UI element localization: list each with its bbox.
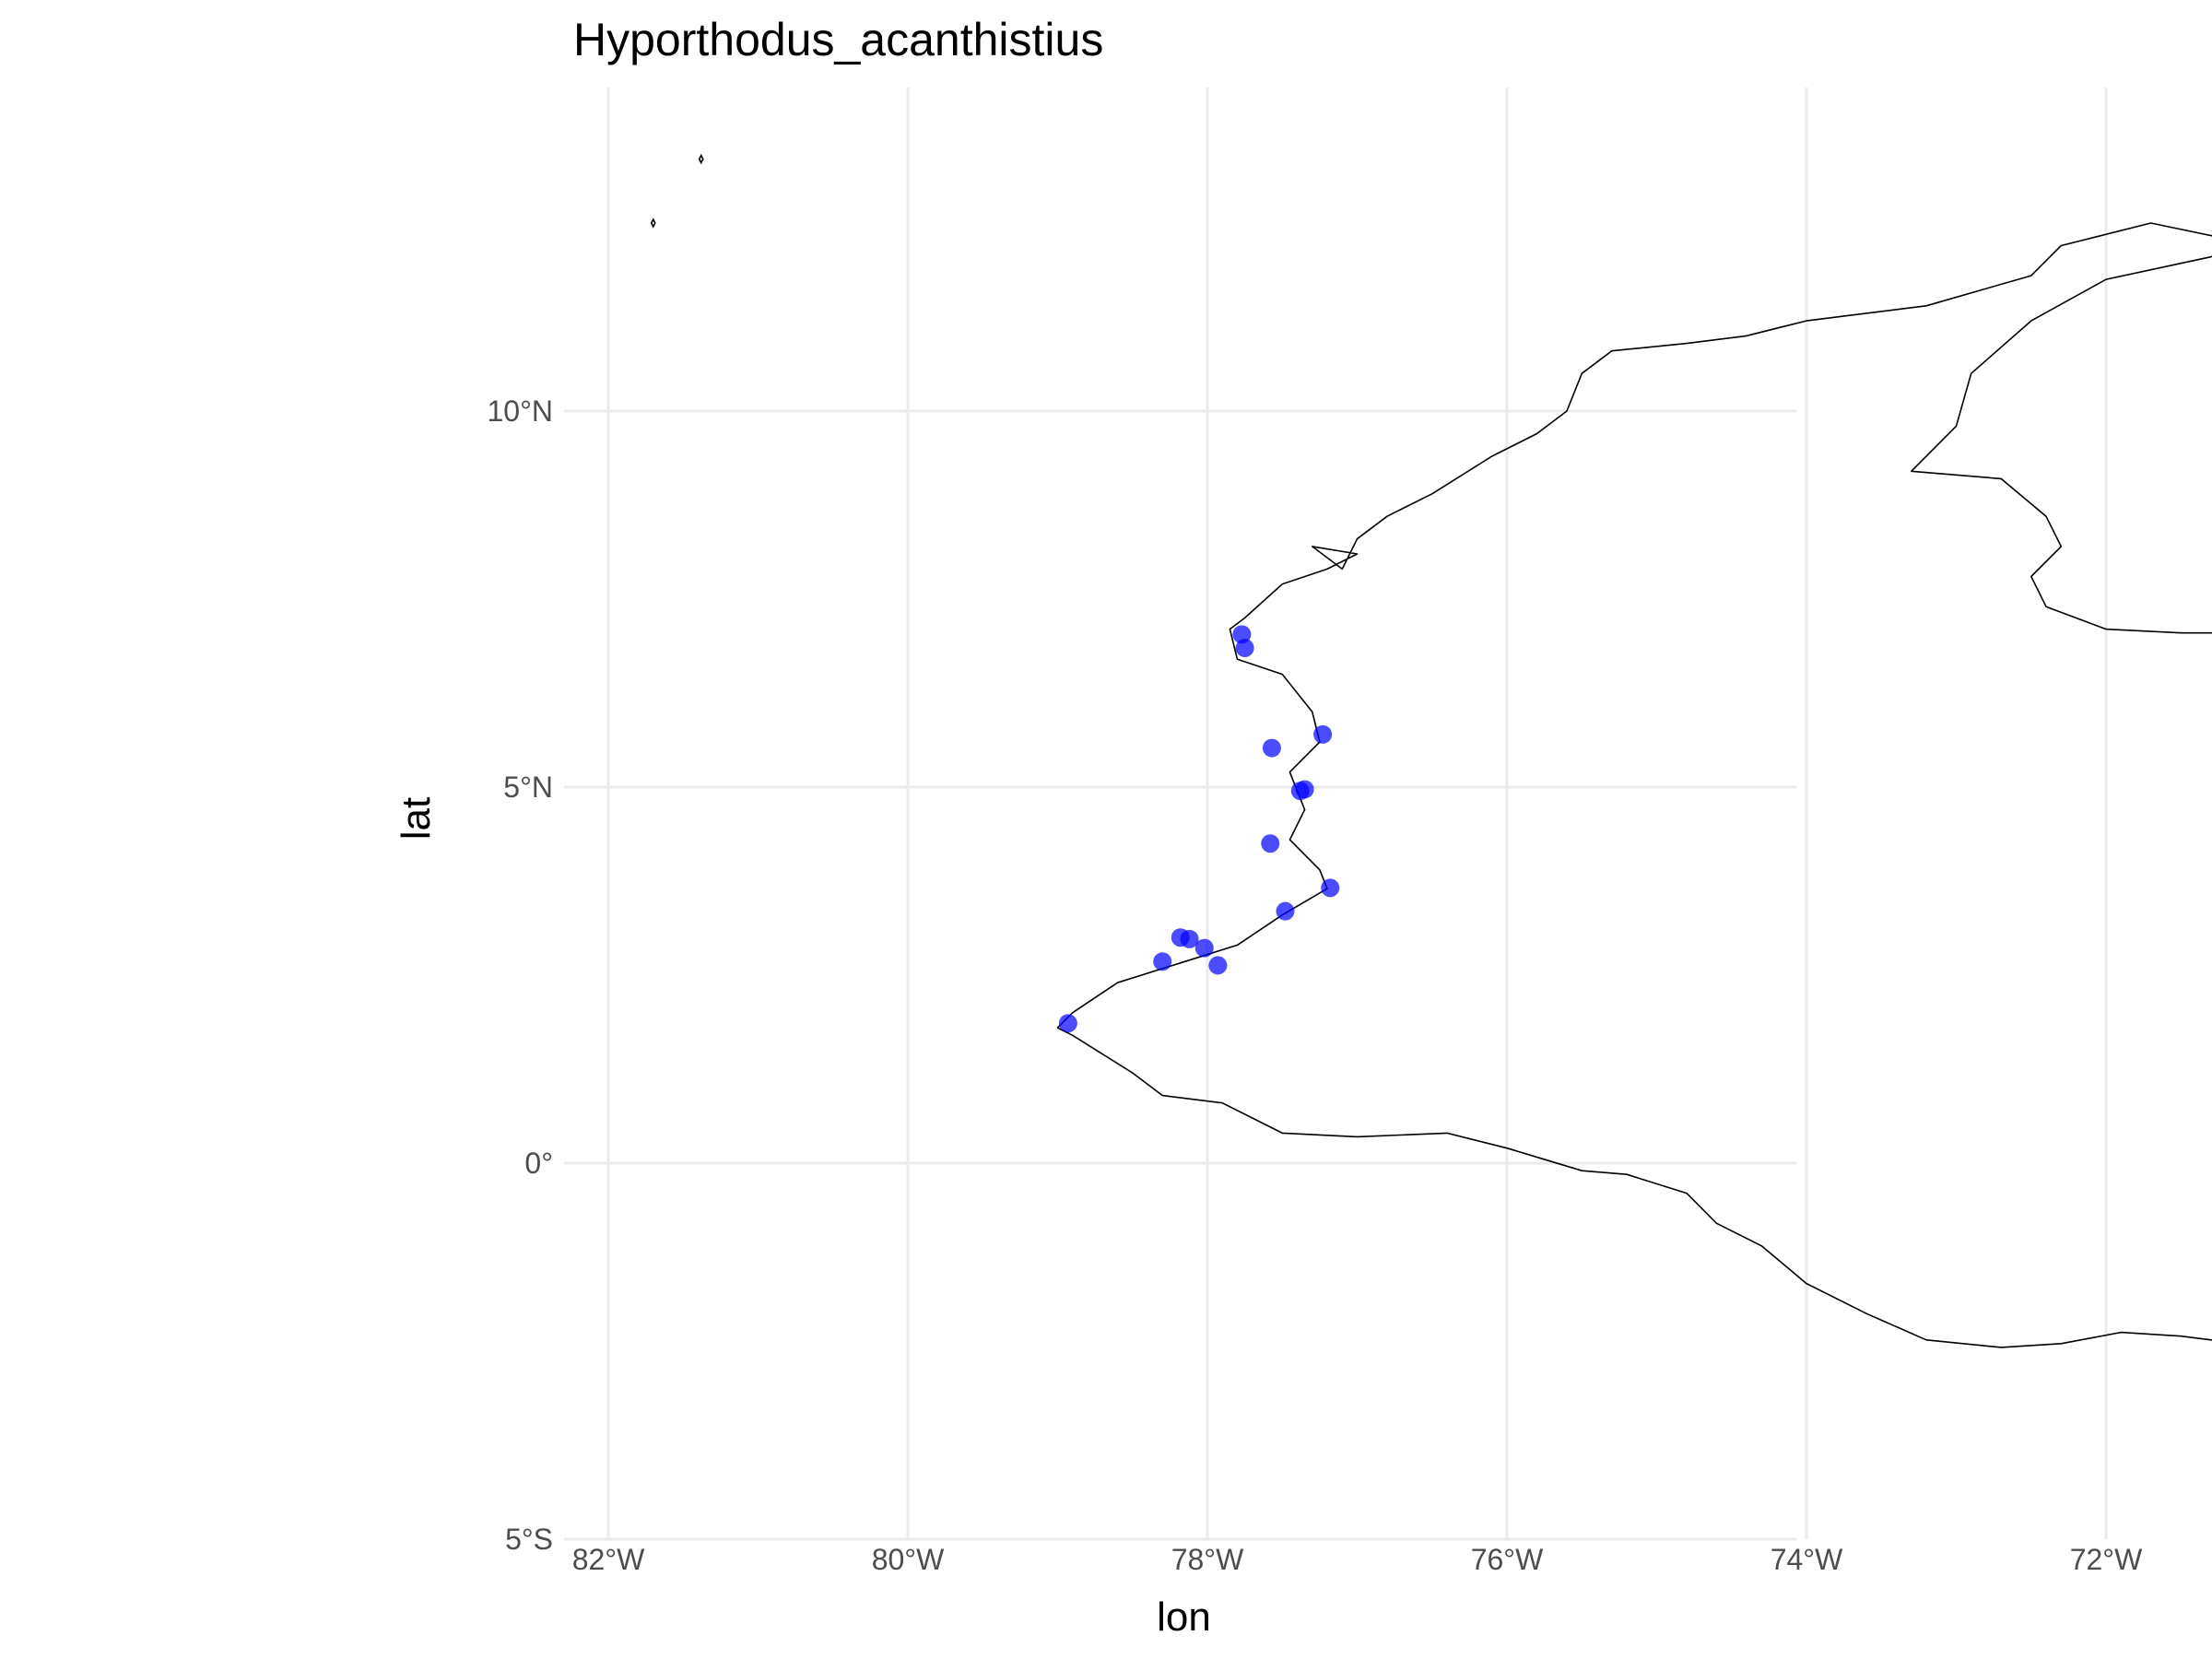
occurrence-points	[1058, 625, 1340, 1033]
x-tick-label: 74°W	[1771, 1543, 1843, 1576]
island-outline	[650, 218, 656, 229]
y-tick-labels: 10°N 5°N 0° 5°S	[488, 394, 554, 1556]
country-outline	[650, 153, 2212, 1348]
occurrence-point	[1321, 878, 1340, 898]
y-tick-label: 0°	[524, 1147, 553, 1180]
y-tick-label: 5°N	[503, 771, 553, 804]
occurrence-point	[1261, 834, 1280, 853]
occurrence-point	[1194, 938, 1214, 958]
x-tick-label: 72°W	[2070, 1543, 2143, 1576]
x-tick-label: 76°W	[1471, 1543, 1544, 1576]
x-axis-title: lon	[1157, 1594, 1211, 1640]
occurrence-point	[1235, 639, 1254, 658]
y-tick-label: 5°S	[505, 1523, 553, 1556]
occurrence-point	[1180, 929, 1199, 948]
x-tick-label: 80°W	[872, 1543, 945, 1576]
island-outline	[698, 153, 704, 165]
y-axis-title: lat	[394, 796, 439, 841]
occurrence-point	[1058, 1014, 1077, 1033]
x-tick-label: 78°W	[1171, 1543, 1244, 1576]
x-tick-labels: 82°W80°W78°W76°W74°W72°W70°W68°W	[572, 1543, 2143, 1576]
grid-lines	[564, 88, 2108, 1541]
y-tick-label: 10°N	[488, 394, 554, 428]
x-tick-label: 82°W	[572, 1543, 645, 1576]
occurrence-point	[1290, 782, 1310, 801]
occurrence-point	[1276, 901, 1295, 921]
occurrence-point	[1208, 956, 1228, 975]
colombia-outline	[1056, 222, 2212, 1348]
occurrence-point	[1262, 738, 1281, 758]
map-title: Hyporthodus_acanthistius	[573, 14, 1104, 65]
occurrence-point	[1313, 724, 1333, 744]
occurrence-point	[1153, 952, 1172, 971]
